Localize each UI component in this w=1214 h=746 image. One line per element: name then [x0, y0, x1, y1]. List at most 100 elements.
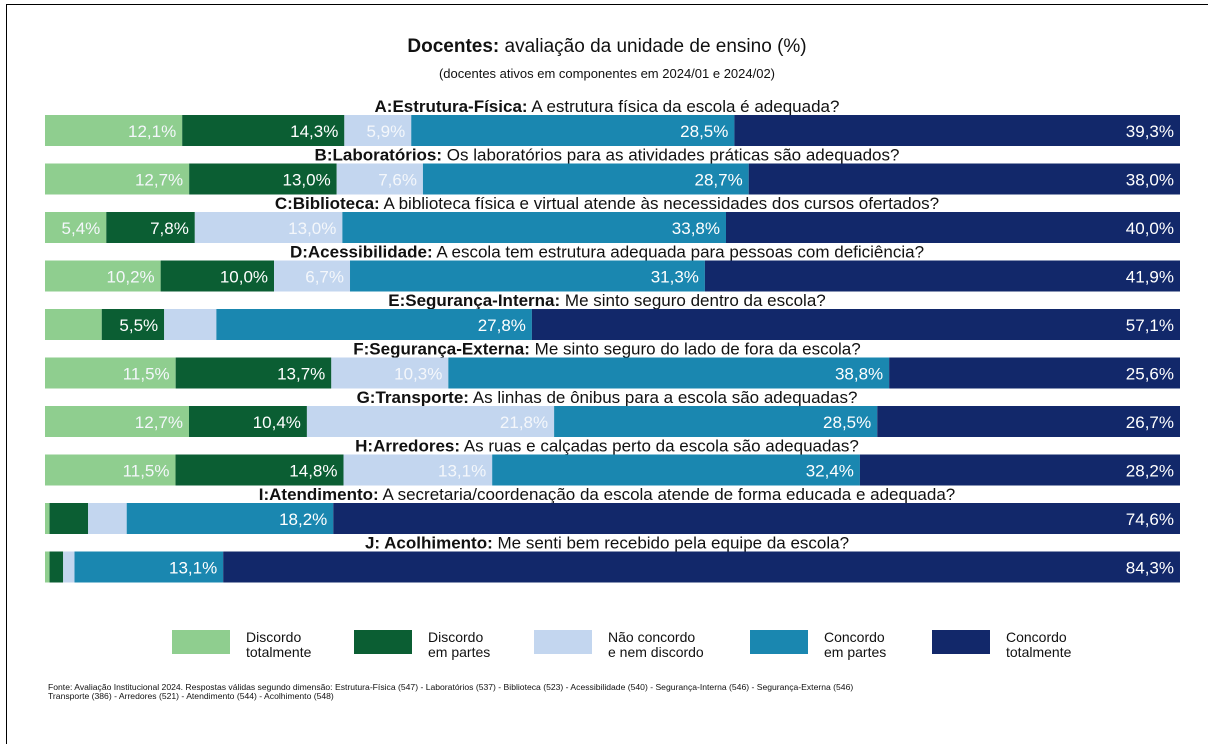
- bar-value-label: 12,7%: [135, 413, 183, 432]
- category-label: C:Biblioteca: A biblioteca física e virt…: [275, 194, 939, 213]
- bar-segment-discordo-em-partes: [175, 454, 344, 486]
- bar-segment-nao-concordo-nem-discordo: [194, 212, 343, 243]
- bar-value-label: 10,4%: [253, 413, 301, 432]
- bar-segment-concordo-em-partes: [448, 357, 890, 389]
- bar-value-label: 84,3%: [1126, 559, 1174, 578]
- bar-value-label: 13,0%: [282, 171, 330, 190]
- chart-title: Docentes: avaliação da unidade de ensino…: [407, 36, 807, 57]
- bar-value-label: 28,2%: [1126, 462, 1174, 481]
- bar-segment-nao-concordo-nem-discordo: [63, 551, 75, 583]
- bar-segment-discordo-em-partes: [189, 406, 307, 437]
- bar-value-label: 31,3%: [651, 268, 699, 287]
- bar-value-label: 10,3%: [394, 365, 442, 384]
- category-label: B:Laboratórios: Os laboratórios para as …: [315, 146, 900, 165]
- bar-value-label: 5,5%: [119, 316, 158, 335]
- bar-segment-nao-concordo-nem-discordo: [344, 115, 412, 146]
- bar-value-label: 14,3%: [290, 122, 338, 141]
- bar-value-label: 21,8%: [500, 413, 548, 432]
- bar-value-label: 41,9%: [1126, 268, 1174, 287]
- bar-value-label: 40,0%: [1126, 219, 1174, 238]
- bar-segment-concordo-totalmente: [734, 115, 1180, 146]
- bar-segment-nao-concordo-nem-discordo: [164, 309, 217, 340]
- bar-value-label: 25,6%: [1126, 365, 1174, 384]
- bar-segment-discordo-em-partes: [189, 163, 337, 195]
- bar-segment-concordo-em-partes: [422, 163, 749, 195]
- bar-segment-concordo-em-partes: [216, 309, 532, 340]
- category-label: H:Arredores: As ruas e calçadas perto da…: [355, 437, 859, 456]
- bar-segment-nao-concordo-nem-discordo: [274, 260, 351, 292]
- bar-segment-concordo-em-partes: [126, 503, 334, 534]
- category-label: D:Acessibilidade: A escola tem estrutura…: [290, 243, 924, 262]
- bar-value-label: 12,7%: [135, 171, 183, 190]
- bar-value-label: 28,5%: [680, 122, 728, 141]
- bar-value-label: 11,5%: [123, 365, 170, 384]
- category-label: A:Estrutura-Física: A estrutura física d…: [375, 97, 840, 116]
- bar-segment-concordo-em-partes: [74, 551, 224, 583]
- chart-subtitle: (docentes ativos em componentes em 2024/…: [438, 66, 776, 81]
- legend-swatch: [534, 630, 592, 654]
- stacked-bar-chart: A:Estrutura-Física: A estrutura física d…: [45, 97, 1180, 583]
- bar-segment-nao-concordo-nem-discordo: [336, 163, 423, 195]
- category-label: J: Acolhimento: Me senti bem recebido pe…: [365, 534, 849, 553]
- legend-label: Concordo em partes: [824, 629, 887, 660]
- bar-segment-discordo-em-partes: [182, 115, 345, 146]
- bar-value-label: 10,2%: [106, 268, 154, 287]
- bar-segment-concordo-em-partes: [554, 406, 878, 437]
- bar-value-label: 13,0%: [288, 219, 336, 238]
- bar-segment-discordo-totalmente: [45, 212, 107, 243]
- bar-value-label: 28,5%: [823, 413, 871, 432]
- bar-segment-concordo-totalmente: [223, 551, 1180, 583]
- bar-value-label: 74,6%: [1126, 510, 1174, 529]
- footnote: Fonte: Avaliação Institucional 2024. Res…: [48, 682, 854, 701]
- bar-segment-concordo-totalmente: [889, 357, 1180, 389]
- bar-value-label: 18,2%: [279, 510, 327, 529]
- bar-value-label: 11,5%: [123, 462, 170, 481]
- category-label: E:Segurança-Interna: Me sinto seguro den…: [388, 291, 826, 310]
- bar-segment-discordo-totalmente: [45, 406, 189, 437]
- bar-segment-discordo-totalmente: [45, 163, 190, 195]
- bar-value-label: 32,4%: [806, 462, 854, 481]
- bar-value-label: 13,1%: [438, 462, 486, 481]
- bar-value-label: 14,8%: [289, 462, 337, 481]
- bar-value-label: 26,7%: [1126, 413, 1174, 432]
- bar-segment-discordo-em-partes: [106, 212, 195, 243]
- bar-segment-concordo-totalmente: [531, 309, 1180, 340]
- bar-segment-concordo-totalmente: [704, 260, 1180, 292]
- category-label: I:Atendimento: A secretaria/coordenação …: [259, 485, 955, 504]
- bar-value-label: 5,4%: [62, 219, 101, 238]
- bar-segment-concordo-totalmente: [726, 212, 1180, 243]
- bar-value-label: 10,0%: [220, 268, 268, 287]
- bar-segment-discordo-totalmente: [45, 551, 50, 583]
- bar-segment-discordo-em-partes: [160, 260, 275, 292]
- bar-value-label: 57,1%: [1126, 316, 1174, 335]
- bar-segment-discordo-totalmente: [45, 503, 50, 534]
- legend-label: Não concordo e nem discordo: [608, 629, 704, 660]
- bar-value-label: 13,1%: [169, 559, 217, 578]
- bar-segment-concordo-totalmente: [877, 406, 1180, 437]
- category-label: F:Segurança-Externa: Me sinto seguro do …: [353, 340, 860, 359]
- legend-swatch: [172, 630, 230, 654]
- bar-value-label: 39,3%: [1126, 122, 1174, 141]
- bar-segment-concordo-em-partes: [350, 260, 705, 292]
- bar-value-label: 12,1%: [128, 122, 176, 141]
- legend-swatch: [354, 630, 412, 654]
- bar-value-label: 38,0%: [1126, 171, 1174, 190]
- legend-swatch: [750, 630, 808, 654]
- bar-value-label: 7,6%: [378, 171, 417, 190]
- bar-segment-concordo-em-partes: [411, 115, 735, 146]
- bar-segment-nao-concordo-nem-discordo: [343, 454, 493, 486]
- bar-segment-discordo-totalmente: [45, 115, 183, 146]
- bar-segment-discordo-em-partes: [49, 551, 64, 583]
- bar-value-label: 13,7%: [277, 365, 325, 384]
- bar-segment-concordo-totalmente: [859, 454, 1180, 486]
- bar-segment-concordo-em-partes: [342, 212, 726, 243]
- bar-segment-concordo-totalmente: [333, 503, 1180, 534]
- bar-segment-nao-concordo-nem-discordo: [88, 503, 127, 534]
- bar-segment-discordo-totalmente: [45, 454, 176, 486]
- legend-label: Concordo totalmente: [1006, 629, 1072, 660]
- bar-segment-discordo-totalmente: [45, 357, 176, 389]
- bar-segment-concordo-totalmente: [748, 163, 1180, 195]
- legend-label: Discordo totalmente: [246, 629, 312, 660]
- chart-frame: [6, 4, 1208, 744]
- legend-swatch: [932, 630, 990, 654]
